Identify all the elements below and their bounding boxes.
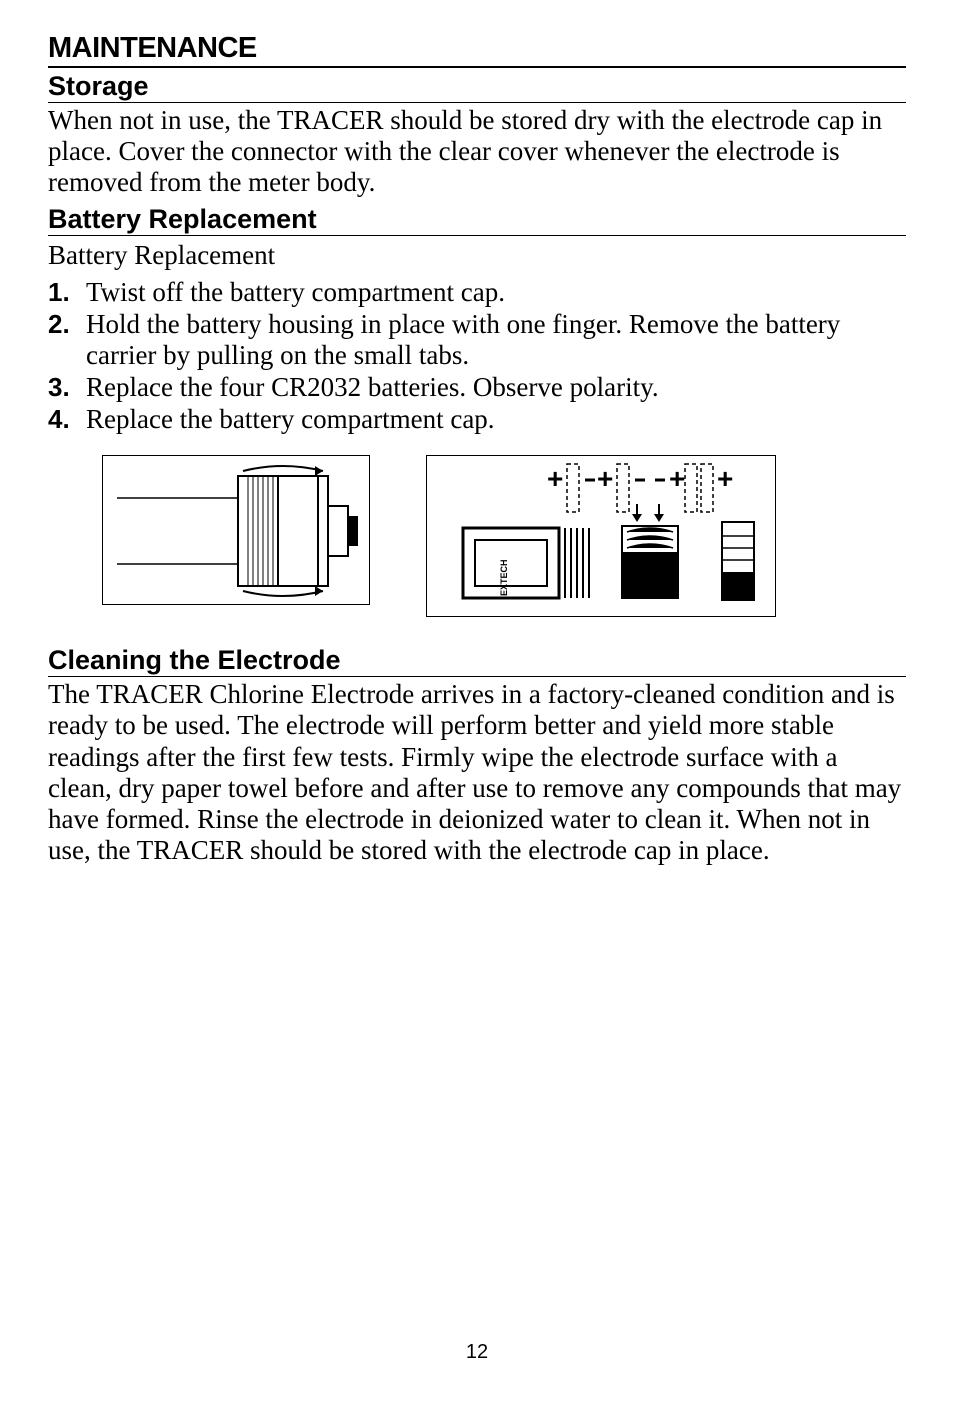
list-number: 2. [48, 309, 86, 371]
battery-cap-diagram [102, 455, 370, 605]
list-item: 4. Replace the battery compartment cap. [48, 404, 906, 435]
battery-steps-list: 1. Twist off the battery compartment cap… [48, 277, 906, 435]
svg-text:+: + [669, 463, 685, 494]
list-text: Replace the four CR2032 batteries. Obser… [86, 372, 659, 403]
list-text: Replace the battery compartment cap. [86, 404, 495, 435]
cleaning-heading: Cleaning the Electrode [48, 645, 906, 677]
storage-body: When not in use, the TRACER should be st… [48, 105, 906, 198]
list-item: 3. Replace the four CR2032 batteries. Ob… [48, 372, 906, 403]
storage-heading: Storage [48, 71, 906, 103]
svg-text:+: + [597, 463, 613, 494]
list-number: 4. [48, 404, 86, 435]
cleaning-body: The TRACER Chlorine Electrode arrives in… [48, 679, 906, 865]
svg-text:+: + [717, 463, 733, 494]
battery-heading: Battery Replacement [48, 204, 906, 236]
svg-text:+: + [547, 463, 563, 494]
list-text: Twist off the battery compartment cap. [86, 277, 505, 308]
diagram-row: + + + + EXTECH [102, 455, 906, 617]
list-item: 2. Hold the battery housing in place wit… [48, 309, 906, 371]
list-text: Hold the battery housing in place with o… [86, 309, 906, 371]
battery-polarity-diagram: + + + + EXTECH [426, 455, 776, 617]
list-number: 3. [48, 372, 86, 403]
page-number: 12 [0, 1341, 954, 1364]
main-heading: MAINTENANCE [48, 32, 906, 68]
battery-intro: Battery Replacement [48, 240, 906, 271]
list-item: 1. Twist off the battery compartment cap… [48, 277, 906, 308]
svg-text:EXTECH: EXTECH [499, 560, 509, 597]
list-number: 1. [48, 277, 86, 308]
